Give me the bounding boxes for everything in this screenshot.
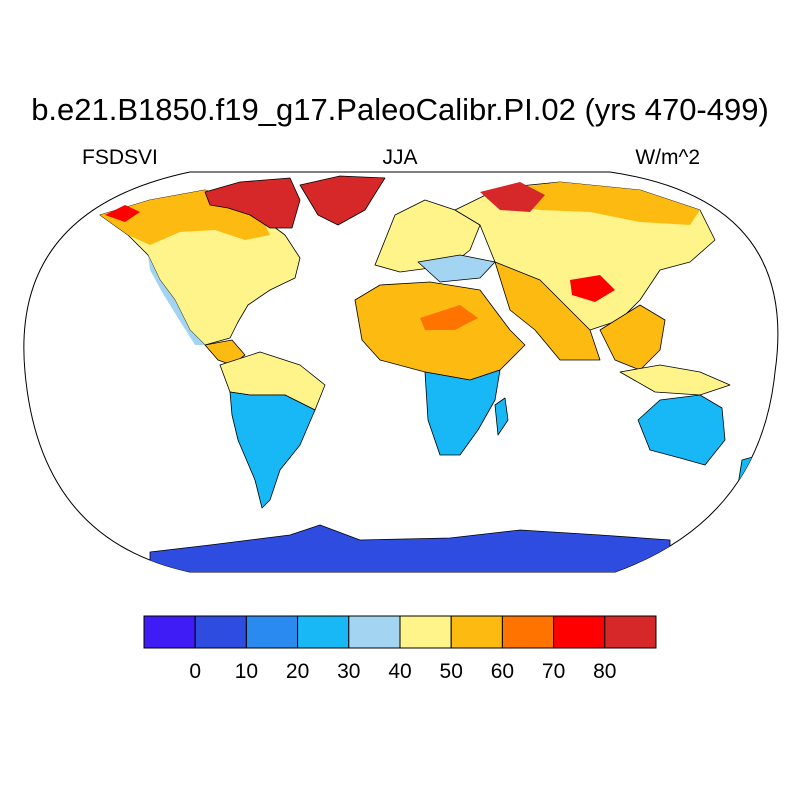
colorbar-box xyxy=(501,615,555,649)
colorbar-box xyxy=(399,615,452,649)
colorbar-tick-label: 80 xyxy=(593,660,616,683)
colorbar-box xyxy=(348,615,401,649)
tibet-hot xyxy=(570,275,615,302)
southeast-asia xyxy=(599,304,666,371)
units-label: W/m^2 xyxy=(635,146,700,169)
antarctica xyxy=(149,524,671,572)
colorbar-box xyxy=(297,615,350,649)
mediterranean-cool xyxy=(417,254,496,283)
colorbar-tick-label: 10 xyxy=(235,660,258,683)
colorbar-tick-label: 70 xyxy=(542,660,565,683)
siberia-warm xyxy=(500,182,700,225)
season-label: JJA xyxy=(382,146,418,169)
colorbar-box xyxy=(143,615,196,649)
madagascar xyxy=(494,397,509,436)
colorbar-tick-label: 50 xyxy=(440,660,463,683)
greenland xyxy=(299,175,386,226)
alaska-red xyxy=(105,205,140,222)
australia xyxy=(637,394,726,466)
sahara-hot xyxy=(420,305,478,330)
south-america-south xyxy=(229,391,316,509)
plot-title: b.e21.B1850.f19_g17.PaleoCalibr.PI.02 (y… xyxy=(31,92,769,127)
colorbar-tick-label: 60 xyxy=(491,660,514,683)
colorbar xyxy=(143,615,657,649)
colorbar-tick-label: 30 xyxy=(337,660,360,683)
maritime-continent xyxy=(619,364,731,396)
colorbar-tick-label: 40 xyxy=(388,660,411,683)
colorbar-box xyxy=(450,615,503,649)
colorbar-box xyxy=(245,615,299,649)
colorbar-box xyxy=(553,615,606,649)
colorbar-ticks: 0 10 20 30 40 50 60 70 80 xyxy=(189,660,616,683)
colorbar-box xyxy=(604,615,657,649)
colorbar-box xyxy=(194,615,247,649)
africa-south xyxy=(424,369,501,456)
africa-north xyxy=(354,281,526,381)
colorbar-tick-label: 0 xyxy=(189,660,201,683)
variable-label: FSDSVI xyxy=(82,146,158,169)
colorbar-tick-label: 20 xyxy=(286,660,309,683)
europe xyxy=(374,199,481,273)
arctic-russia-red xyxy=(480,182,545,212)
middle-east-india xyxy=(494,261,601,361)
canadian-arctic xyxy=(204,177,301,229)
